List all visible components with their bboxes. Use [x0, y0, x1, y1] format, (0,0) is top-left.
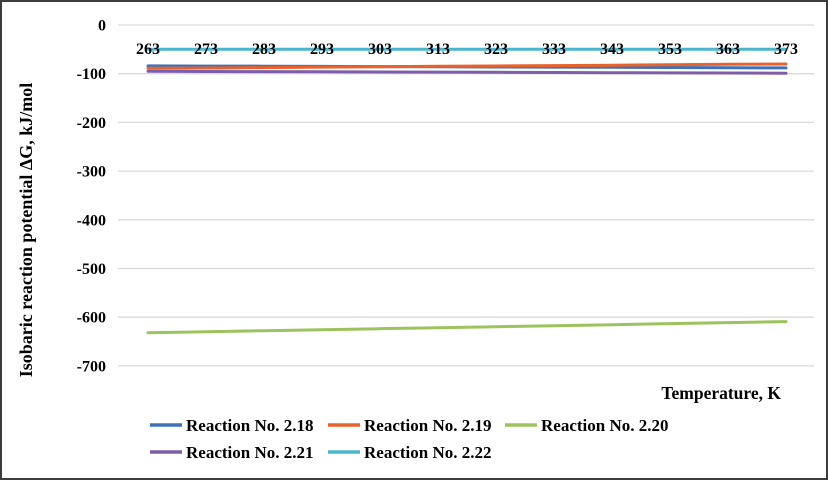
- legend-label: Reaction No. 2.22: [364, 443, 491, 462]
- legend-label: Reaction No. 2.19: [364, 416, 491, 435]
- x-tick-label: 303: [368, 41, 392, 58]
- x-tick-label: 283: [252, 41, 276, 58]
- series-line-reaction-no-2-21: [146, 69, 788, 75]
- x-tick-label: 363: [716, 41, 740, 58]
- x-tick-label: 323: [484, 41, 508, 58]
- x-tick-label: 373: [774, 41, 798, 58]
- x-tick-label: 273: [194, 41, 218, 58]
- y-tick-label: -100: [77, 66, 106, 83]
- y-tick-label: -300: [77, 164, 106, 181]
- x-axis-title: Temperature, K: [661, 383, 781, 403]
- x-tick-label: 313: [426, 41, 450, 58]
- x-tick-label: 333: [542, 41, 566, 58]
- y-tick-label: -500: [77, 261, 106, 278]
- y-tick-label: -700: [77, 358, 106, 375]
- x-tick-label: 293: [310, 41, 334, 58]
- y-tick-label: -600: [77, 310, 106, 327]
- x-tick-label: 263: [136, 41, 160, 58]
- y-axis-title: Isobaric reaction potential ΔG, kJ/mol: [16, 83, 36, 377]
- x-tick-label: 343: [600, 41, 624, 58]
- y-tick-label: -200: [77, 115, 106, 132]
- legend-label: Reaction No. 2.21: [186, 443, 313, 462]
- legend-label: Reaction No. 2.20: [541, 416, 668, 435]
- y-tick-label: -400: [77, 212, 106, 229]
- series-line-reaction-no-2-20: [146, 320, 788, 335]
- series-line-reaction-no-2-19: [146, 62, 788, 70]
- x-tick-label: 353: [658, 41, 682, 58]
- legend-label: Reaction No. 2.18: [186, 416, 313, 435]
- y-tick-label: 0: [98, 18, 106, 35]
